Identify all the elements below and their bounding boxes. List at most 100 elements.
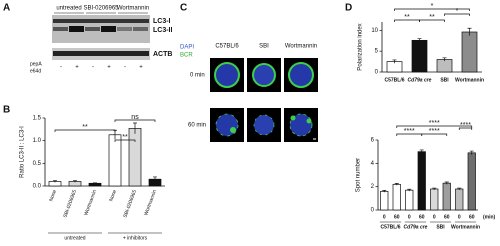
- row-label: 0 min: [190, 73, 205, 79]
- error-bar: [73, 180, 77, 183]
- error-bar: [382, 190, 387, 193]
- bar: [417, 151, 426, 211]
- error-bar: [392, 59, 397, 64]
- significance-bracket: [444, 13, 470, 16]
- group-label: Cd79a cre: [404, 224, 428, 230]
- significance-label: **: [429, 14, 435, 21]
- x-tick-label: None: [108, 189, 118, 202]
- y-tick-label: 5: [375, 49, 379, 55]
- bar: [442, 182, 451, 211]
- x-tick-label: 60: [444, 214, 450, 220]
- x-tick-label: Wortmannin: [455, 77, 484, 83]
- x-tick-label: C57BL/6: [384, 77, 404, 83]
- significance-bracket: [394, 8, 470, 11]
- error-bar: [394, 183, 399, 186]
- treatment-sign: -: [124, 65, 126, 71]
- x-tick-label: Wortmannin: [143, 189, 158, 217]
- error-bar: [417, 38, 422, 42]
- group-label: SBI: [436, 224, 445, 230]
- group-label: untreated: [64, 235, 85, 241]
- panel-letter: A: [3, 3, 10, 14]
- panel-letter: D: [345, 3, 352, 14]
- bar: [392, 183, 401, 211]
- band-label: LC3-I: [153, 18, 171, 25]
- significance-bracket: [54, 129, 116, 132]
- blot: [52, 12, 150, 60]
- x-axis-label: (min): [483, 214, 496, 220]
- channel-label: BCR: [180, 53, 193, 59]
- x-tick-label: SBI-0206965: [63, 189, 79, 219]
- row-label: 60 min: [188, 123, 206, 129]
- bar: [467, 152, 476, 211]
- bar: [108, 134, 122, 187]
- treatment-sign: +: [75, 65, 79, 71]
- x-tick-label: 0: [433, 214, 436, 220]
- y-tick-label: 1.5: [33, 116, 42, 122]
- significance-label: **: [82, 124, 88, 131]
- column-label: Wortmannin: [285, 44, 317, 50]
- panel-letter: C: [180, 3, 187, 14]
- band-label: LC3-II: [153, 27, 173, 34]
- lane-label: untreated: [56, 6, 81, 12]
- treatment-sign: -: [92, 65, 94, 71]
- bar: [461, 31, 478, 73]
- micrographs: [210, 58, 318, 142]
- error-bar: [53, 180, 57, 183]
- y-tick-label: 1.0: [33, 138, 42, 144]
- x-tick-label: Wortmannin: [83, 189, 98, 217]
- bar: [436, 59, 453, 73]
- y-tick-label: 4: [371, 161, 375, 167]
- y-axis-label: Polarization index: [358, 23, 364, 70]
- bar: [405, 189, 414, 211]
- y-axis-label: Ratio LC3-II : LC3-I: [20, 126, 26, 178]
- x-tick-label: None: [48, 189, 58, 202]
- bar: [380, 190, 389, 211]
- y-tick-label: 10: [371, 28, 378, 34]
- error-bar: [442, 57, 447, 62]
- error-bar: [467, 27, 472, 36]
- x-tick-label: 60: [469, 214, 475, 220]
- x-tick-label: 0: [408, 214, 411, 220]
- error-bar: [133, 122, 137, 134]
- x-tick-label: 60: [419, 214, 425, 220]
- significance-label: ns: [131, 114, 139, 121]
- significance-label: ****: [460, 122, 471, 129]
- significance-bracket: [419, 19, 445, 22]
- significance-bracket: [114, 119, 156, 122]
- treatment-sign: +: [107, 65, 111, 71]
- error-bar: [457, 187, 462, 190]
- y-tick-label: 6: [371, 138, 375, 144]
- treatment-sign: -: [60, 65, 62, 71]
- error-bar: [469, 150, 474, 155]
- treatment-label: pepA: [30, 61, 42, 67]
- significance-bracket: [421, 133, 448, 136]
- y-axis-label: Spot number: [356, 158, 362, 192]
- panel-letter: B: [3, 105, 10, 116]
- error-bar: [407, 188, 412, 192]
- x-tick-label: SBI: [440, 77, 449, 83]
- bar: [430, 188, 439, 211]
- column-label: C57BL/6: [215, 44, 239, 50]
- column-label: SBI: [259, 44, 269, 50]
- y-tick-label: 0.0: [33, 184, 42, 190]
- y-tick-label: 0: [375, 70, 379, 76]
- x-tick-label: Cd79a cre: [408, 77, 432, 83]
- significance-bracket: [458, 127, 473, 130]
- error-bar: [153, 176, 157, 182]
- bar: [128, 128, 142, 187]
- group-label: Wortmannin: [451, 224, 480, 230]
- x-tick-label: SBI-0206965: [123, 189, 139, 219]
- treatment-label: e64d: [30, 68, 41, 74]
- x-tick-label: 60: [394, 214, 400, 220]
- significance-label: ****: [404, 128, 415, 135]
- lane-label: SBI-0206965: [83, 6, 119, 12]
- significance-bracket: [114, 139, 136, 142]
- significance-label: *: [456, 8, 459, 15]
- error-bar: [432, 187, 437, 190]
- bar: [411, 39, 428, 73]
- significance-label: ****: [429, 120, 440, 127]
- bar: [455, 188, 464, 211]
- significance-label: **: [122, 134, 128, 141]
- group-label: C57BL/6: [380, 224, 400, 230]
- x-tick-label: 0: [458, 214, 461, 220]
